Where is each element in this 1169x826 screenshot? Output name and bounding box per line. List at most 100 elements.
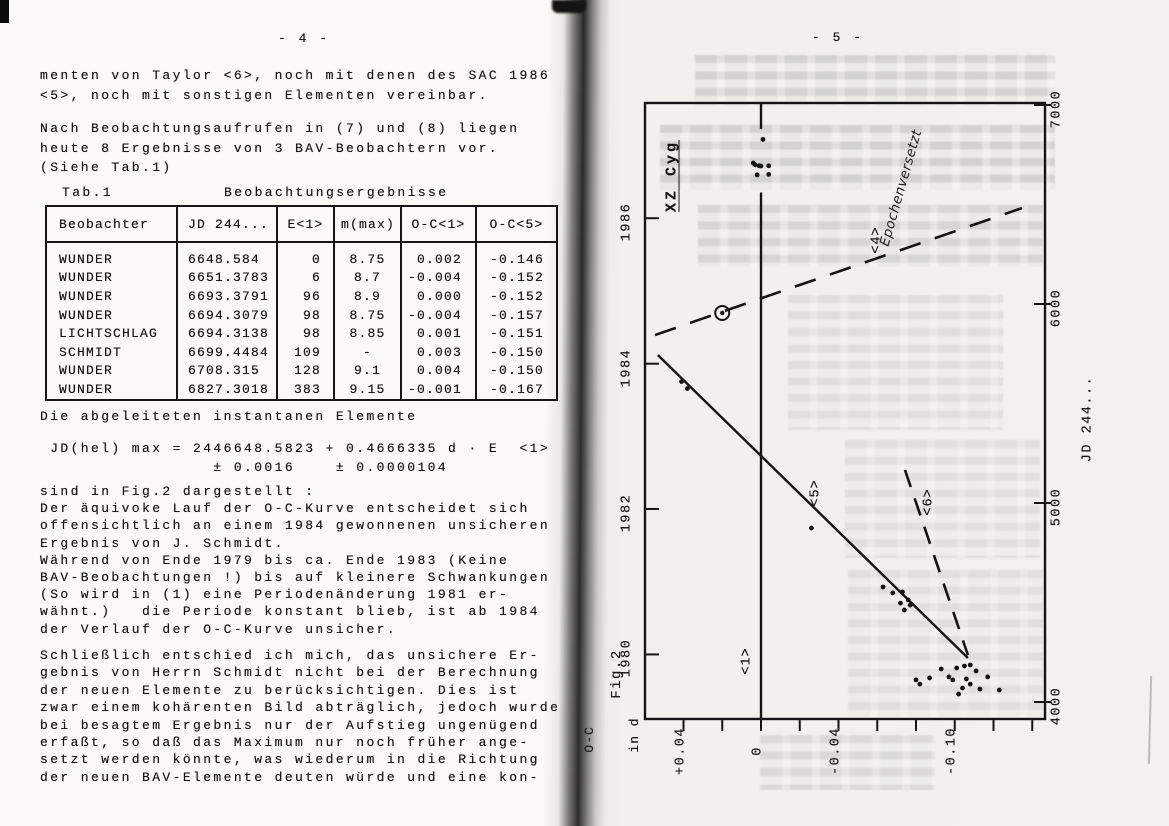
table-cell: 96 xyxy=(276,287,334,306)
table-cell: 6693.3791 xyxy=(176,287,277,306)
paragraph: sind in Fig.2 dargestellt : Der äquivoke … xyxy=(40,483,550,638)
oc-axis-label: O-C in d xyxy=(552,717,672,752)
table-cell: WUNDER xyxy=(59,381,114,397)
text-line: offensichtlich an einem 1984 gewonnenen … xyxy=(40,518,551,534)
table-header: Beobachter JD 244... E<1> m(max) O-C<1> O-C<5… xyxy=(46,206,557,243)
observations-table: Beobachter JD 244... E<1> m(max) O-C<1> O-C<5… xyxy=(45,205,558,401)
text-line: heute 8 Ergebnisse von 3 BAV-Beobachtern… xyxy=(40,140,500,156)
text-line: (Siehe Tab.1) xyxy=(40,160,173,176)
table-cell: LICHTSCHLAG xyxy=(59,326,159,342)
table-row: SCHMIDT 6699.4484 109-0.003 -0.150 xyxy=(46,342,557,362)
table-cell: 6 xyxy=(276,268,334,288)
text-line: sind in Fig.2 dargestellt : xyxy=(40,484,316,499)
table-cell: -0.152 xyxy=(475,268,557,288)
table-cell: 0.003 xyxy=(400,342,476,362)
page-number-right: - 5 - xyxy=(812,30,864,45)
table-cell: 8.9 xyxy=(333,287,401,306)
text-line: menten von Taylor <6>, noch mit denen de… xyxy=(40,68,551,83)
table-cell: -0.151 xyxy=(475,324,557,343)
oc-axis-label-line1: O-C xyxy=(582,726,597,753)
table-cell: 6651.3783 xyxy=(176,268,277,288)
year-tick-label: 1984 xyxy=(619,348,635,387)
table-cell: 98 xyxy=(276,305,334,325)
jd-tick-label: 7000 xyxy=(1049,89,1065,129)
table-cell: -0.152 xyxy=(475,287,557,306)
text-line: ± 0.0016 ± 0.0000104 xyxy=(40,460,449,475)
table-cell: 8.7 xyxy=(333,268,401,288)
text-line: gebnis von Herrn Schmidt nicht bei der B… xyxy=(40,665,540,681)
text-line: BAV-Beobachtungen !) bis auf kleinere Sc… xyxy=(40,570,551,586)
table-cell: WUNDER xyxy=(59,307,114,323)
year-tick-label: 1986 xyxy=(619,203,635,242)
text-line: wähnt.) die Periode konstant blieb, ist … xyxy=(40,604,540,620)
table-cell: 128 xyxy=(276,361,334,381)
table-cell: 9.15 xyxy=(333,380,401,400)
table-cell: 0 xyxy=(276,242,334,269)
jd-tick-label: 5000 xyxy=(1049,487,1065,527)
table-cell: SCHMIDT xyxy=(59,344,123,360)
table-caption-label: Tab.1 xyxy=(62,185,114,200)
scan-corner-artifact xyxy=(0,0,9,23)
table-cell: 0.002 xyxy=(400,242,476,269)
table-cell: -0.157 xyxy=(475,305,557,325)
table-row: WUNDER 6694.3079 98 8.75 -0.004 -0.157 xyxy=(46,305,557,325)
table-row: WUNDER 6708.315 128 9.1 0.004 -0.150 xyxy=(46,361,557,381)
table-cell: 0.001 xyxy=(400,324,476,343)
text-line: Schließlich entschied ich mich, das unsi… xyxy=(40,648,540,663)
table-row: WUNDER 6651.3783 6 8.7 -0.004 -0.152 xyxy=(46,268,557,288)
text-line: Nach Beobachtungsaufrufen in (7) und (8)… xyxy=(40,121,520,136)
table-row: LICHTSCHLAG 6694.3138 98 8.85 0.001 -0.151 xyxy=(46,324,557,343)
text-line: zwar einem kohärenten Bild abträglich, j… xyxy=(40,700,561,716)
table-row: WUNDER 6693.3791 96 8.9 0.000 -0.152 xyxy=(46,287,557,306)
table-cell: 8.75 xyxy=(333,242,401,269)
text-line: bei besagtem Ergebnis nur der Aufstieg u… xyxy=(40,717,540,733)
table-cell: -0.150 xyxy=(475,361,557,381)
table-cell: 6694.3138 xyxy=(176,324,277,343)
table-cell: 0.000 xyxy=(400,287,476,306)
jd-tick-label: 6000 xyxy=(1049,288,1065,328)
table-cell: 109 xyxy=(276,342,334,362)
column-header: O-C<1> xyxy=(400,206,476,243)
jd-axis-label: JD 244... xyxy=(1080,375,1096,463)
text-line: erfaßt, so daß das Maximum nur noch früh… xyxy=(40,735,530,751)
jd-tick-label: 4000 xyxy=(1049,686,1065,726)
text-line: Während von Ende 1979 bis ca. Ende 1983 … xyxy=(40,552,510,568)
table-row: WUNDER 6827.3018 383 9.15 -0.001 -0.167 xyxy=(46,380,557,400)
table-cell: 6827.3018 xyxy=(176,380,277,400)
oc-tick-label: -0.10 xyxy=(944,726,960,776)
table-row: WUNDER 6648.584 0 8.75 0.002 -0.146 xyxy=(46,242,557,269)
text-line: JD(hel) max = 2446648.5823 + 0.4666335 d… xyxy=(40,441,551,456)
table-cell: WUNDER xyxy=(59,288,114,304)
line-label-5: <5> xyxy=(808,479,824,507)
text-line: Die abgeleiteten instantanen Elemente xyxy=(40,409,418,424)
year-tick-label: 1980 xyxy=(619,639,635,678)
text-line: der Verlauf der O-C-Kurve unsicher. xyxy=(40,621,398,637)
table-cell: WUNDER xyxy=(59,363,114,379)
text-line: Der äquivoke Lauf der O-C-Kurve entschei… xyxy=(40,501,530,517)
oc-axis-label-line2: in d xyxy=(627,717,642,753)
page-left xyxy=(0,0,583,826)
table-cell: 6694.3079 xyxy=(176,305,277,325)
oc-tick-label: +0.04 xyxy=(673,726,688,776)
column-header: JD 244... xyxy=(176,206,277,243)
text-line: <5>, noch mit sonstigen Elementen verein… xyxy=(40,87,489,103)
column-header: Beobachter xyxy=(46,206,177,243)
text-line: Ergebnis von J. Schmidt. xyxy=(40,535,285,551)
text-line: setzt werden könnte, was wiederum in die… xyxy=(40,752,540,768)
text-line: der neuen BAV-Elemente deuten würde und … xyxy=(40,769,540,785)
table-cell: 6648.584 xyxy=(176,242,277,269)
column-header: E<1> xyxy=(276,206,334,243)
table-cell: -0.004 xyxy=(400,268,476,288)
book-gutter-shadow xyxy=(552,0,586,13)
paragraph: Die abgeleiteten instantanen Elemente xyxy=(40,407,417,426)
paragraph: Schließlich entschied ich mich, das unsi… xyxy=(40,647,560,786)
table-cell: -0.001 xyxy=(400,380,476,400)
elements-formula: JD(hel) max = 2446648.5823 + 0.4666335 d… xyxy=(40,439,550,477)
paragraph: menten von Taylor <6>, noch mit denen de… xyxy=(40,66,550,105)
text-line: (So wird in (1) eine Periodenänderung 19… xyxy=(40,587,510,603)
table-cell: - xyxy=(333,342,401,362)
table-cell: 8.75 xyxy=(333,305,401,325)
table-cell: 6708.315 xyxy=(176,361,277,381)
line-label-1: <1> xyxy=(739,647,755,675)
